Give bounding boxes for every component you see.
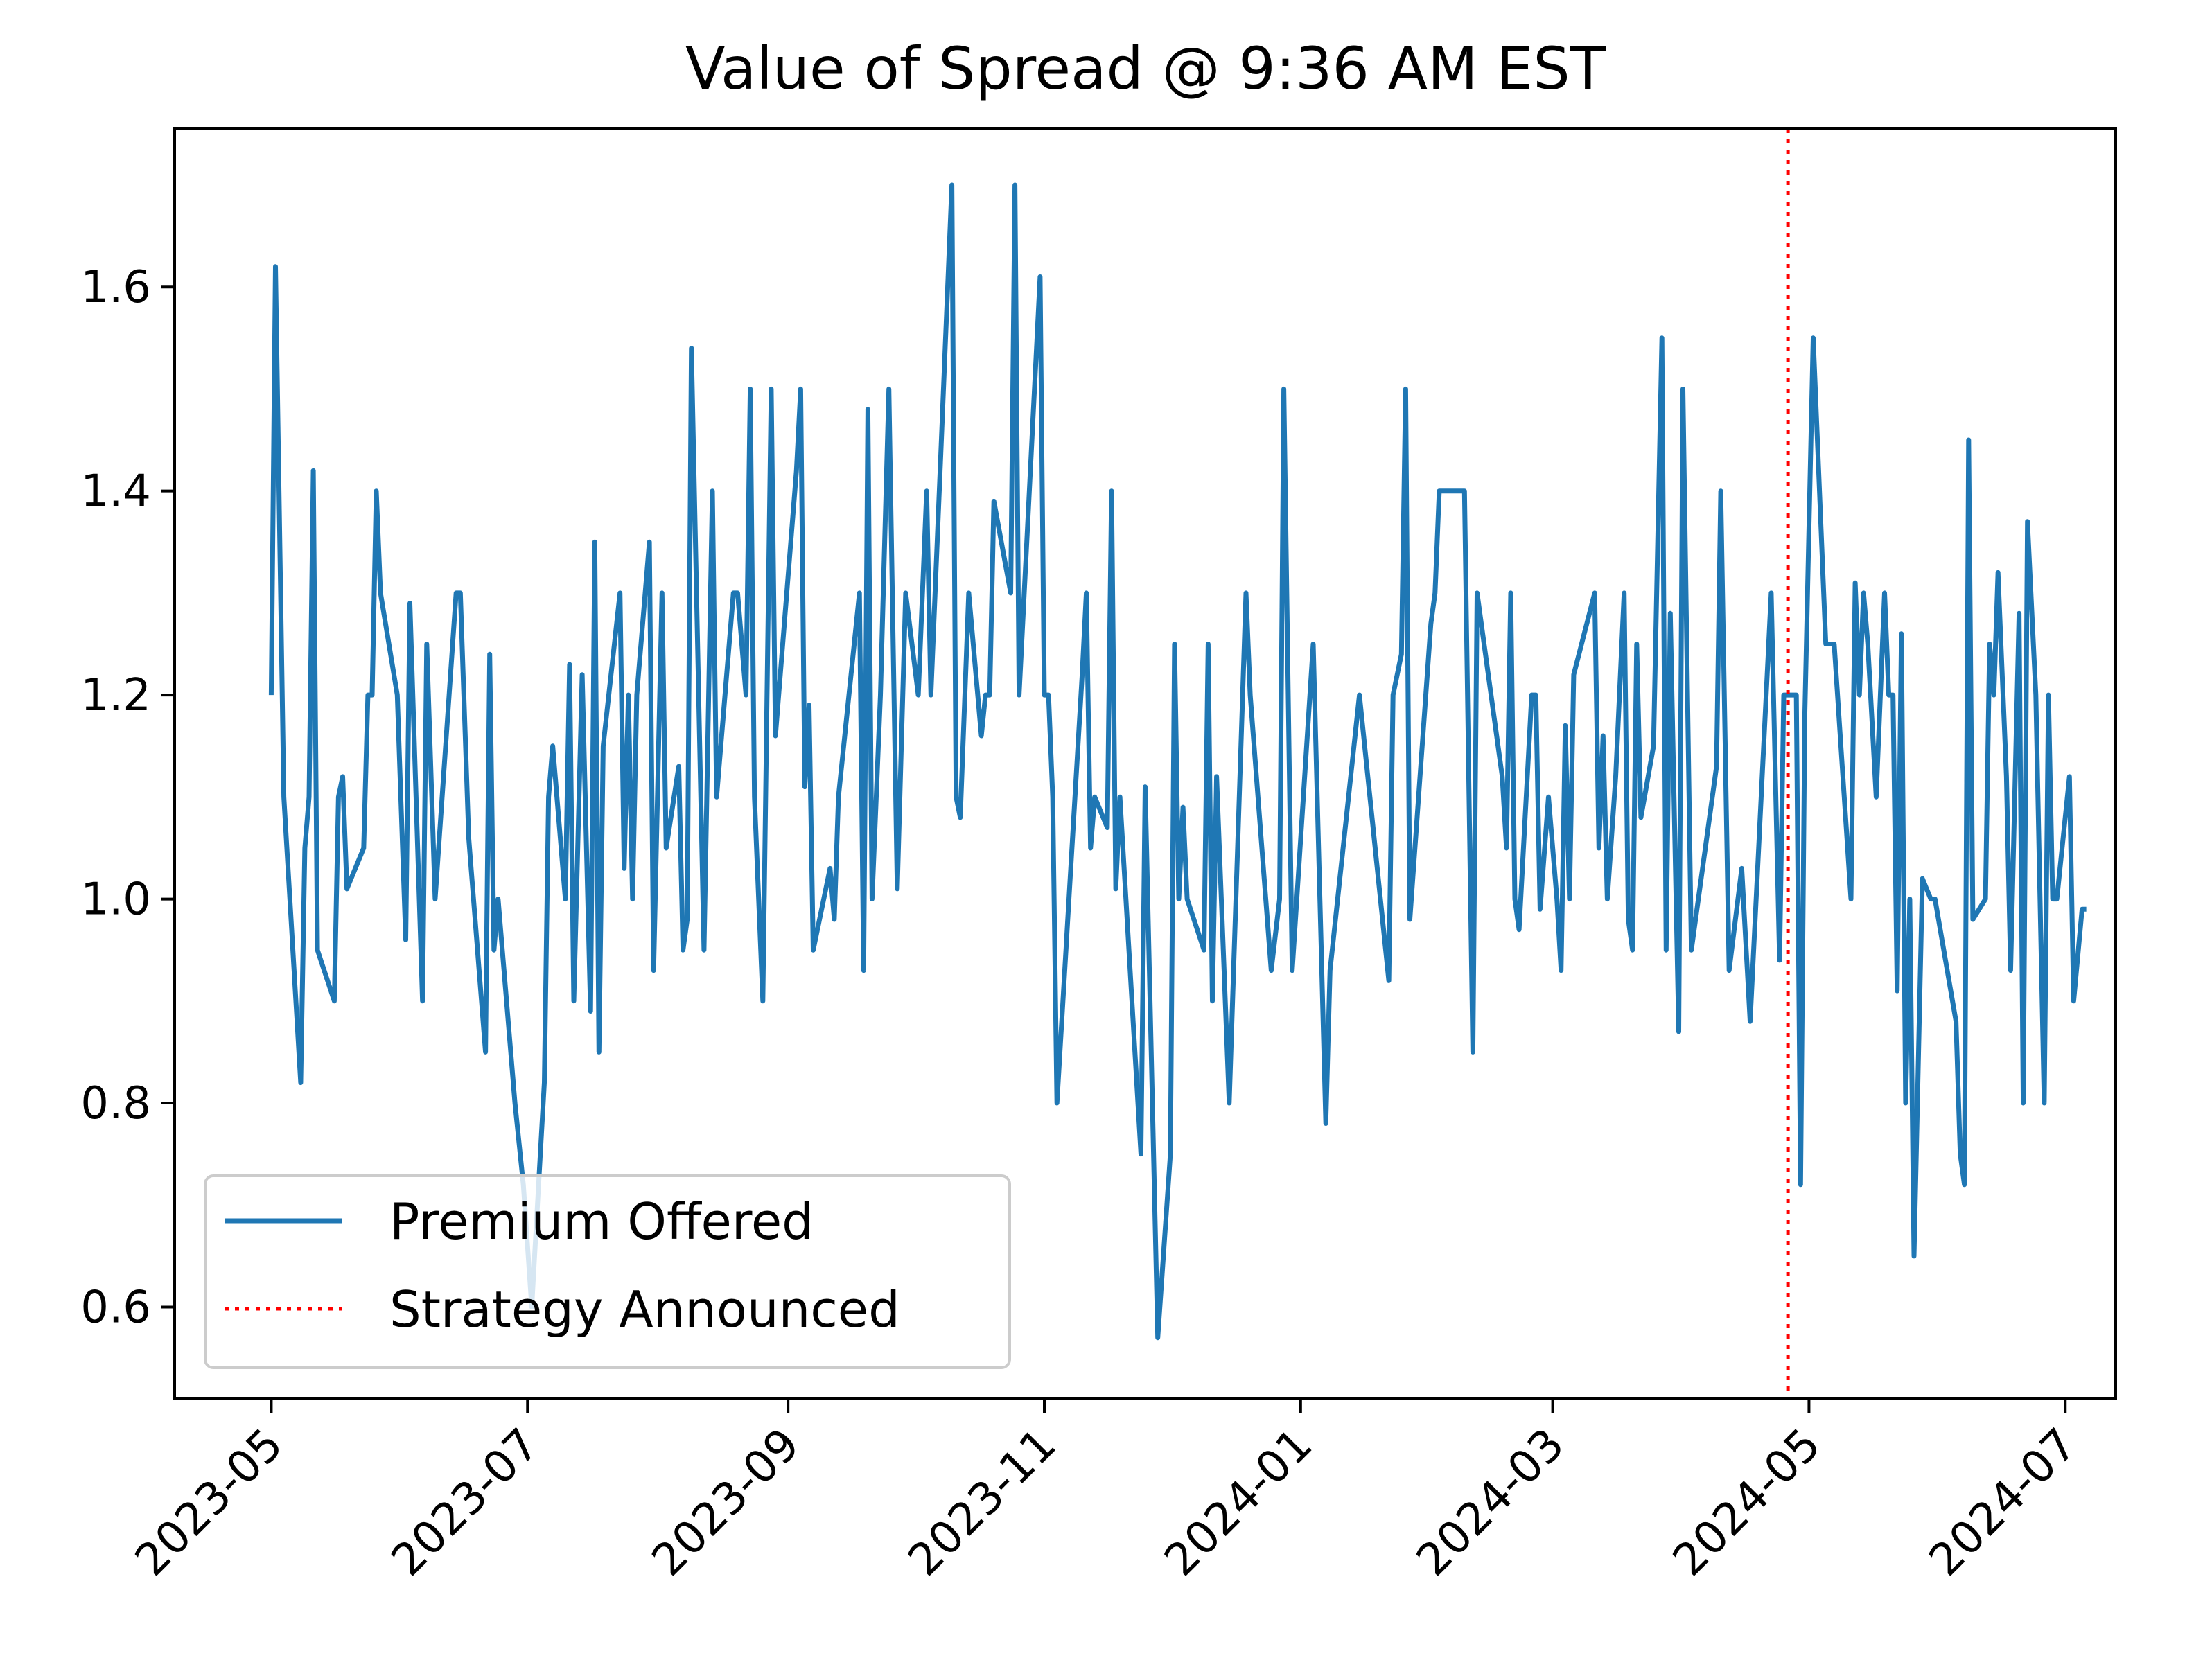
legend-box: [204, 1174, 1011, 1369]
y-axis: 0.6 0.8 1.0 1.2 1.4 1.6: [80, 262, 175, 1333]
legend: Premium Offered Strategy Announced: [204, 1174, 1011, 1369]
y-tick-label: 0.8: [80, 1078, 151, 1129]
y-tick-label: 1.6: [80, 262, 151, 313]
legend-label-premium-offered: Premium Offered: [389, 1192, 814, 1251]
y-tick-label: 1.2: [80, 670, 151, 721]
y-tick-label: 1.4: [80, 466, 151, 518]
legend-label-strategy-announced: Strategy Announced: [389, 1280, 900, 1339]
plot-frame: [173, 127, 2117, 1400]
series-line-premium-offered: [268, 182, 2087, 1341]
y-tick-label: 1.0: [80, 874, 151, 926]
chart-title: Value of Spread @ 9:36 AM EST: [685, 35, 1606, 103]
y-tick-label: 0.6: [80, 1282, 151, 1333]
